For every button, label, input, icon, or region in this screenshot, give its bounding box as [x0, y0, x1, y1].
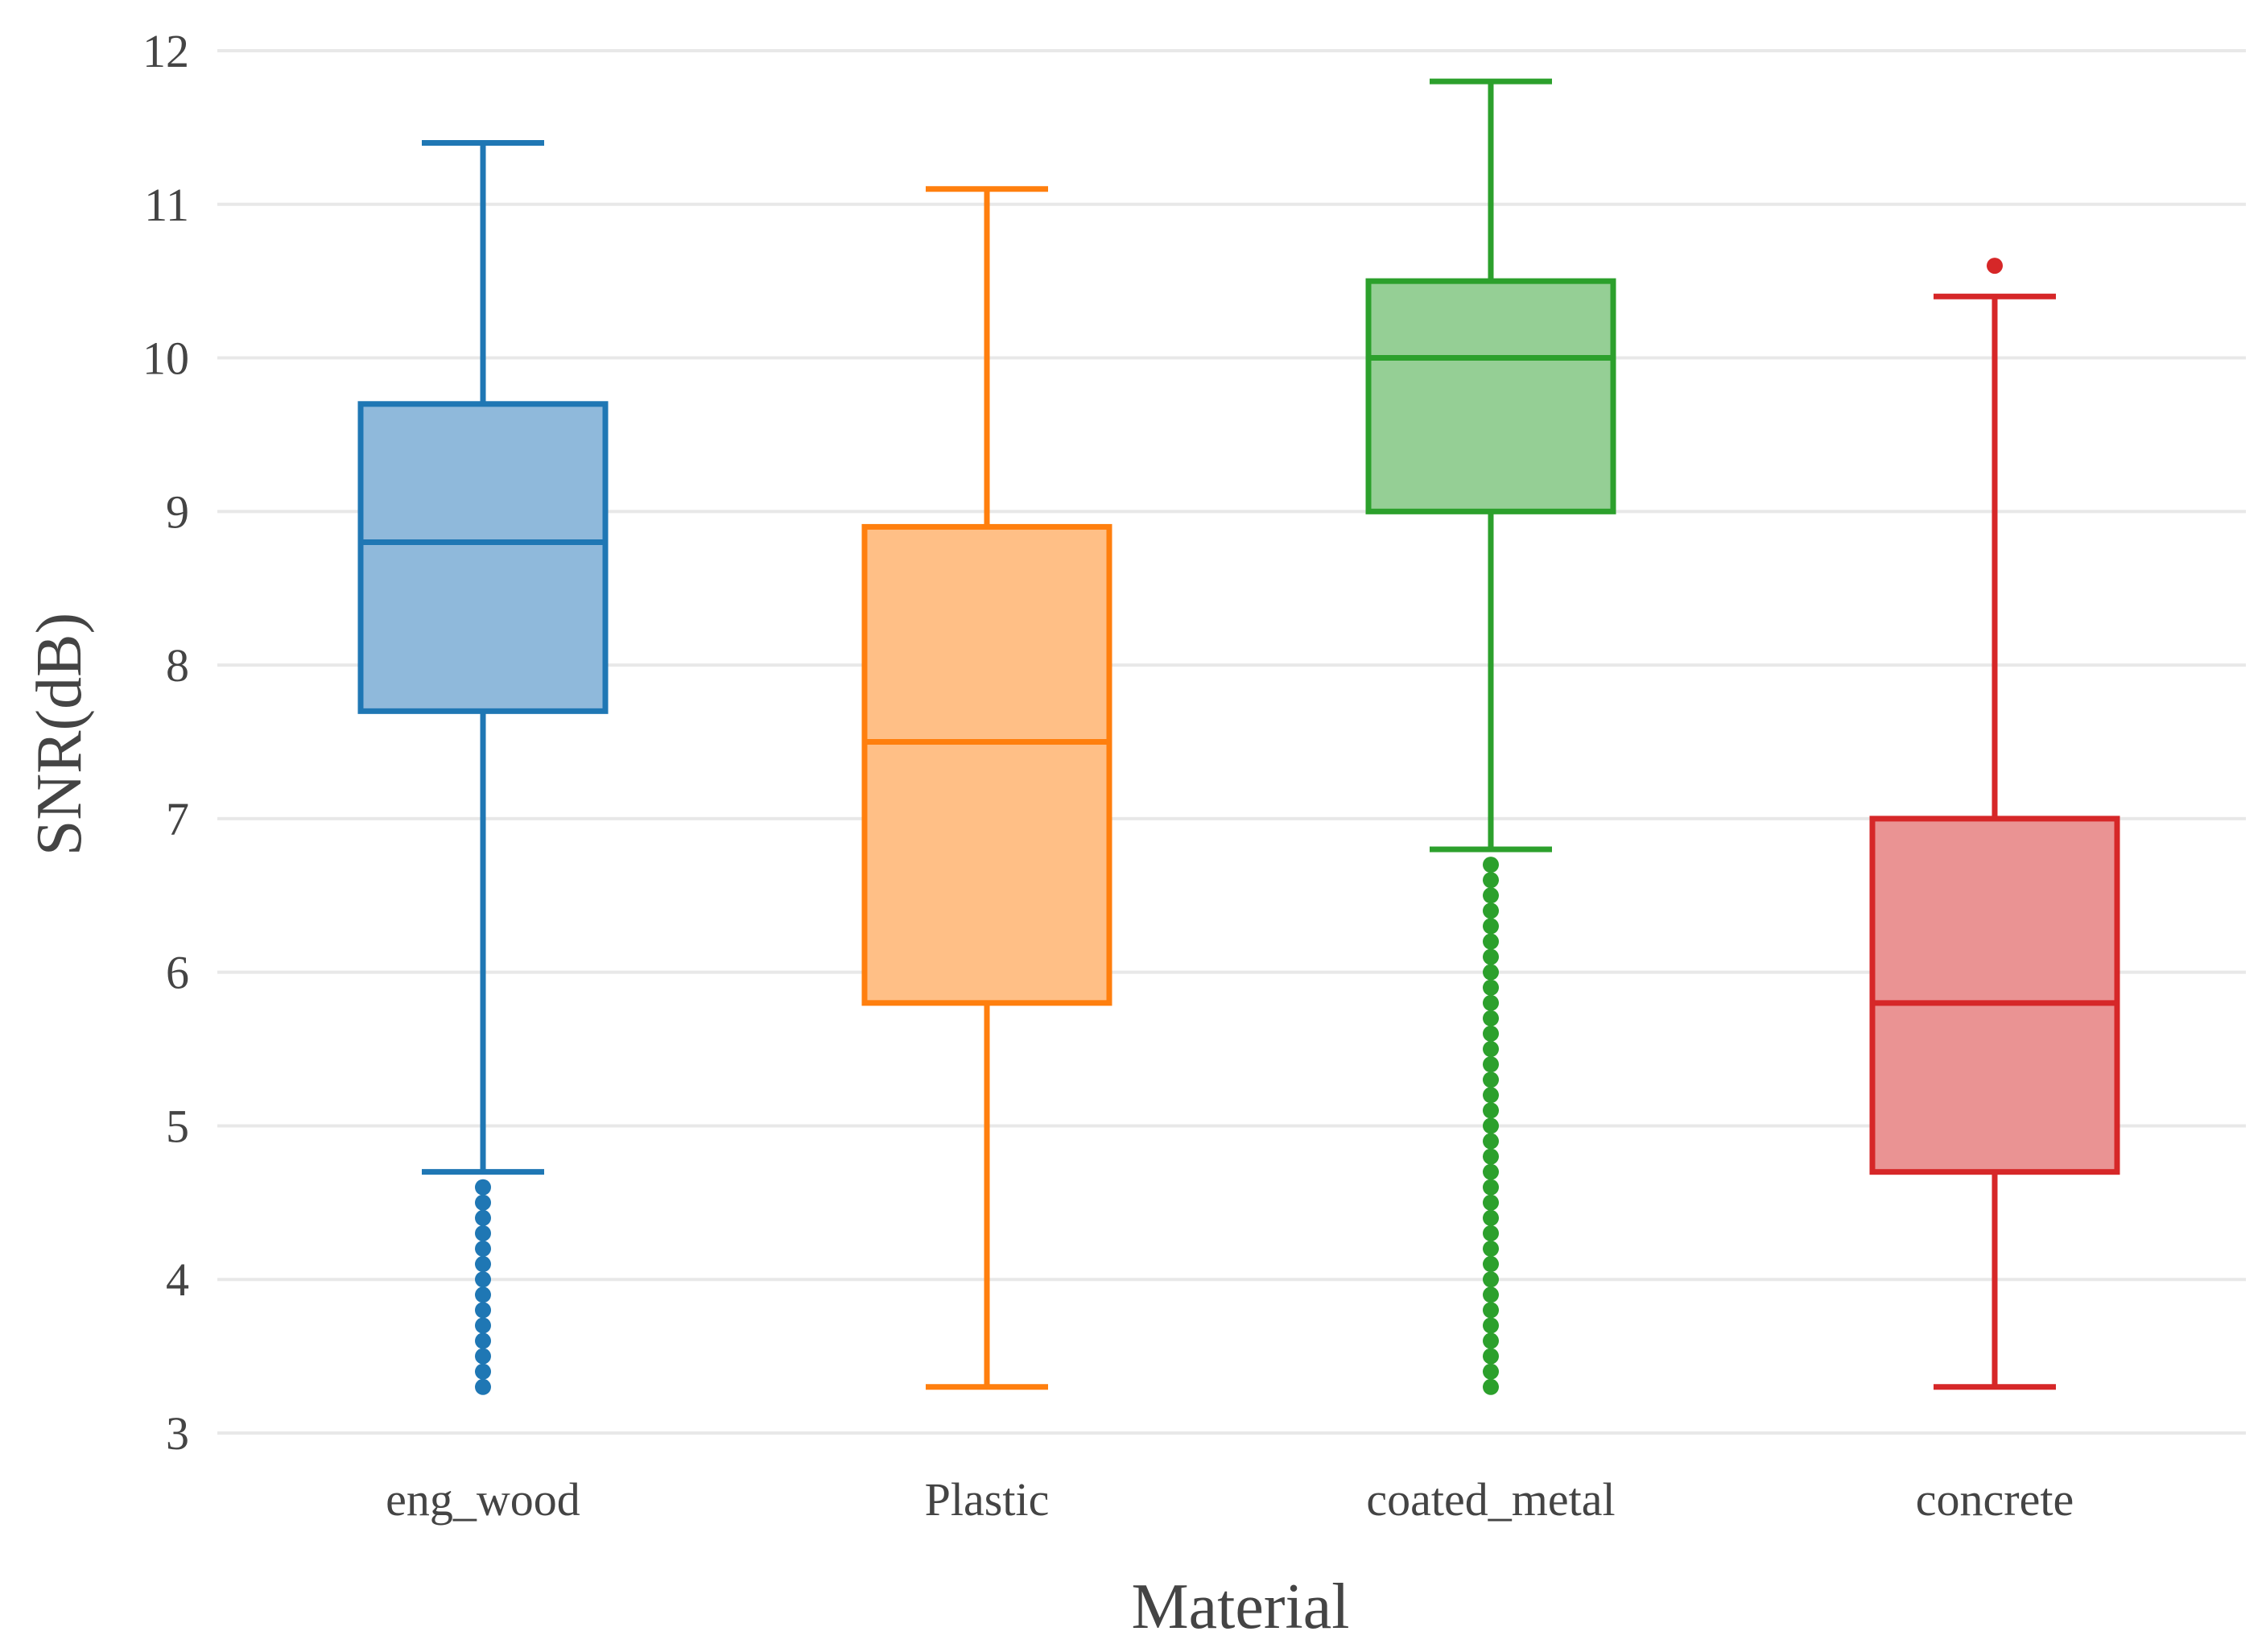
outlier-point-eng_wood-1 — [475, 1363, 491, 1380]
outlier-point-concrete-0 — [1987, 258, 2003, 275]
outlier-point-coated_metal-21 — [1483, 1056, 1499, 1073]
y-axis-title: SNR(dB) — [24, 613, 95, 856]
outlier-point-coated_metal-32 — [1483, 887, 1499, 904]
outlier-point-coated_metal-27 — [1483, 964, 1499, 981]
iqr-box-Plastic — [861, 523, 1112, 1006]
outlier-point-coated_metal-4 — [1483, 1317, 1499, 1334]
box-Plastic — [861, 186, 1112, 1390]
y-tick-label-11: 11 — [144, 179, 189, 231]
outlier-point-coated_metal-16 — [1483, 1133, 1499, 1150]
outlier-point-coated_metal-18 — [1483, 1102, 1499, 1119]
outlier-point-coated_metal-19 — [1483, 1087, 1499, 1104]
outlier-point-eng_wood-7 — [475, 1271, 491, 1288]
y-tick-label-9: 9 — [166, 485, 189, 538]
y-tick-label-5: 5 — [166, 1100, 189, 1152]
outlier-point-coated_metal-25 — [1483, 994, 1499, 1011]
y-axis-ticks: 3 4 5 6 7 8 9 10 11 12 — [142, 25, 189, 1460]
outlier-point-coated_metal-1 — [1483, 1363, 1499, 1380]
outlier-point-eng_wood-9 — [475, 1241, 491, 1258]
outlier-point-eng_wood-10 — [475, 1225, 491, 1241]
outlier-point-coated_metal-28 — [1483, 948, 1499, 965]
box-coated_metal — [1365, 78, 1616, 1395]
x-tick-label-eng_wood: eng_wood — [386, 1473, 580, 1526]
outlier-point-coated_metal-12 — [1483, 1194, 1499, 1211]
y-tick-label-8: 8 — [166, 639, 189, 692]
x-axis-ticks: eng_wood Plastic coated_metal concrete — [386, 1473, 2074, 1526]
outlier-point-eng_wood-6 — [475, 1286, 491, 1303]
outlier-point-coated_metal-24 — [1483, 1010, 1499, 1026]
x-tick-label-coated_metal: coated_metal — [1366, 1473, 1615, 1526]
y-tick-label-3: 3 — [166, 1407, 189, 1460]
x-axis-title: Material — [1132, 1571, 1350, 1642]
outlier-point-eng_wood-5 — [475, 1302, 491, 1319]
y-tick-label-6: 6 — [166, 947, 189, 999]
outlier-point-coated_metal-31 — [1483, 902, 1499, 919]
outlier-point-coated_metal-33 — [1483, 872, 1499, 889]
iqr-box-concrete — [1869, 816, 2120, 1175]
iqr-box-coated_metal — [1365, 278, 1616, 514]
outlier-point-eng_wood-3 — [475, 1332, 491, 1349]
outlier-point-coated_metal-3 — [1483, 1332, 1499, 1349]
outlier-point-coated_metal-6 — [1483, 1286, 1499, 1303]
outlier-point-coated_metal-17 — [1483, 1117, 1499, 1134]
iqr-box-eng_wood — [357, 401, 609, 714]
outlier-point-coated_metal-20 — [1483, 1072, 1499, 1088]
outlier-point-eng_wood-0 — [475, 1378, 491, 1395]
outlier-point-eng_wood-12 — [475, 1194, 491, 1211]
box-concrete — [1869, 258, 2120, 1390]
outlier-point-coated_metal-29 — [1483, 933, 1499, 950]
outlier-point-coated_metal-2 — [1483, 1348, 1499, 1365]
outlier-point-coated_metal-8 — [1483, 1256, 1499, 1273]
outlier-point-coated_metal-26 — [1483, 979, 1499, 996]
outlier-point-coated_metal-13 — [1483, 1179, 1499, 1196]
outlier-point-eng_wood-8 — [475, 1256, 491, 1273]
outlier-point-coated_metal-30 — [1483, 918, 1499, 935]
box-eng_wood — [357, 139, 609, 1395]
boxes — [357, 78, 2120, 1395]
outlier-point-coated_metal-11 — [1483, 1209, 1499, 1226]
y-tick-label-4: 4 — [166, 1253, 189, 1306]
x-tick-label-concrete: concrete — [1916, 1473, 2074, 1526]
outlier-point-coated_metal-34 — [1483, 857, 1499, 873]
outlier-point-coated_metal-22 — [1483, 1041, 1499, 1058]
x-tick-label-Plastic: Plastic — [925, 1473, 1050, 1526]
y-tick-label-12: 12 — [142, 25, 189, 77]
outlier-point-eng_wood-13 — [475, 1179, 491, 1196]
outlier-point-coated_metal-10 — [1483, 1225, 1499, 1241]
outlier-point-coated_metal-14 — [1483, 1163, 1499, 1180]
outlier-point-coated_metal-9 — [1483, 1241, 1499, 1258]
y-tick-label-10: 10 — [142, 332, 189, 385]
outlier-point-coated_metal-23 — [1483, 1025, 1499, 1042]
outlier-point-eng_wood-2 — [475, 1348, 491, 1365]
y-tick-label-7: 7 — [166, 793, 189, 845]
outlier-point-coated_metal-7 — [1483, 1271, 1499, 1288]
outlier-point-eng_wood-11 — [475, 1209, 491, 1226]
outlier-point-coated_metal-15 — [1483, 1148, 1499, 1165]
outlier-point-eng_wood-4 — [475, 1317, 491, 1334]
gridlines — [217, 49, 2246, 1435]
outlier-point-coated_metal-5 — [1483, 1302, 1499, 1319]
outlier-point-coated_metal-0 — [1483, 1378, 1499, 1395]
